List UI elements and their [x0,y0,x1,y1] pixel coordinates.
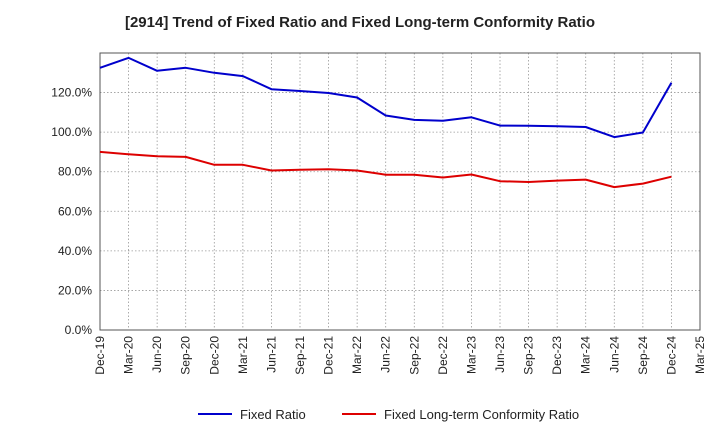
axes: 0.0% 20.0% 40.0% 60.0% 80.0% 100.0% 120.0% Dec-… [51,52,707,375]
x-tick-label: Sep-24 [636,336,650,375]
y-tick-label: 40.0% [58,244,92,258]
legend-label-fixed-long-term-conformity-ratio: Fixed Long-term Conformity Ratio [384,407,579,422]
x-tick-label: Jun-20 [150,336,164,373]
x-tick-label: Sep-22 [407,336,421,375]
chart-title: [2914] Trend of Fixed Ratio and Fixed Lo… [124,14,596,31]
x-tick-label: Sep-20 [179,336,193,375]
series-lines [99,56,673,189]
x-tick-label: Jun-21 [264,336,278,373]
x-tick-label: Jun-24 [607,336,621,373]
grid-lines [99,53,701,331]
x-tick-label: Mar-25 [693,336,707,374]
y-tick-label: 60.0% [58,204,92,218]
x-tick-label: Sep-23 [522,336,536,375]
x-tick-label: Dec-21 [322,336,336,375]
legend-label-fixed-ratio: Fixed Ratio [240,407,306,422]
series-line-fixed-long-term-conformity-ratio [99,150,672,189]
x-tick-label: Dec-22 [436,336,450,375]
series-line-fixed-ratio [99,56,673,139]
x-tick-label: Mar-23 [464,336,478,374]
plot-frame [99,52,701,331]
legend: Fixed Ratio Fixed Long-term Conformity Ra… [198,407,579,422]
x-tick-label: Dec-23 [550,336,564,375]
x-tick-label: Sep-21 [293,336,307,375]
y-tick-label: 120.0% [51,86,92,100]
y-tick-label: 0.0% [65,323,93,337]
x-tick-label: Mar-21 [236,336,250,374]
x-tick-label: Jun-23 [493,336,507,373]
x-tick-label: Dec-20 [207,336,221,375]
x-tick-label: Mar-22 [350,336,364,374]
x-tick-label: Dec-24 [664,336,678,375]
x-tick-label: Jun-22 [379,336,393,373]
x-tick-label: Dec-19 [93,336,107,375]
x-tick-label: Mar-20 [122,336,136,374]
y-tick-label: 20.0% [58,283,92,297]
y-tick-label: 100.0% [51,125,92,139]
y-tick-label: 80.0% [58,165,92,179]
x-tick-label: Mar-24 [579,336,593,374]
